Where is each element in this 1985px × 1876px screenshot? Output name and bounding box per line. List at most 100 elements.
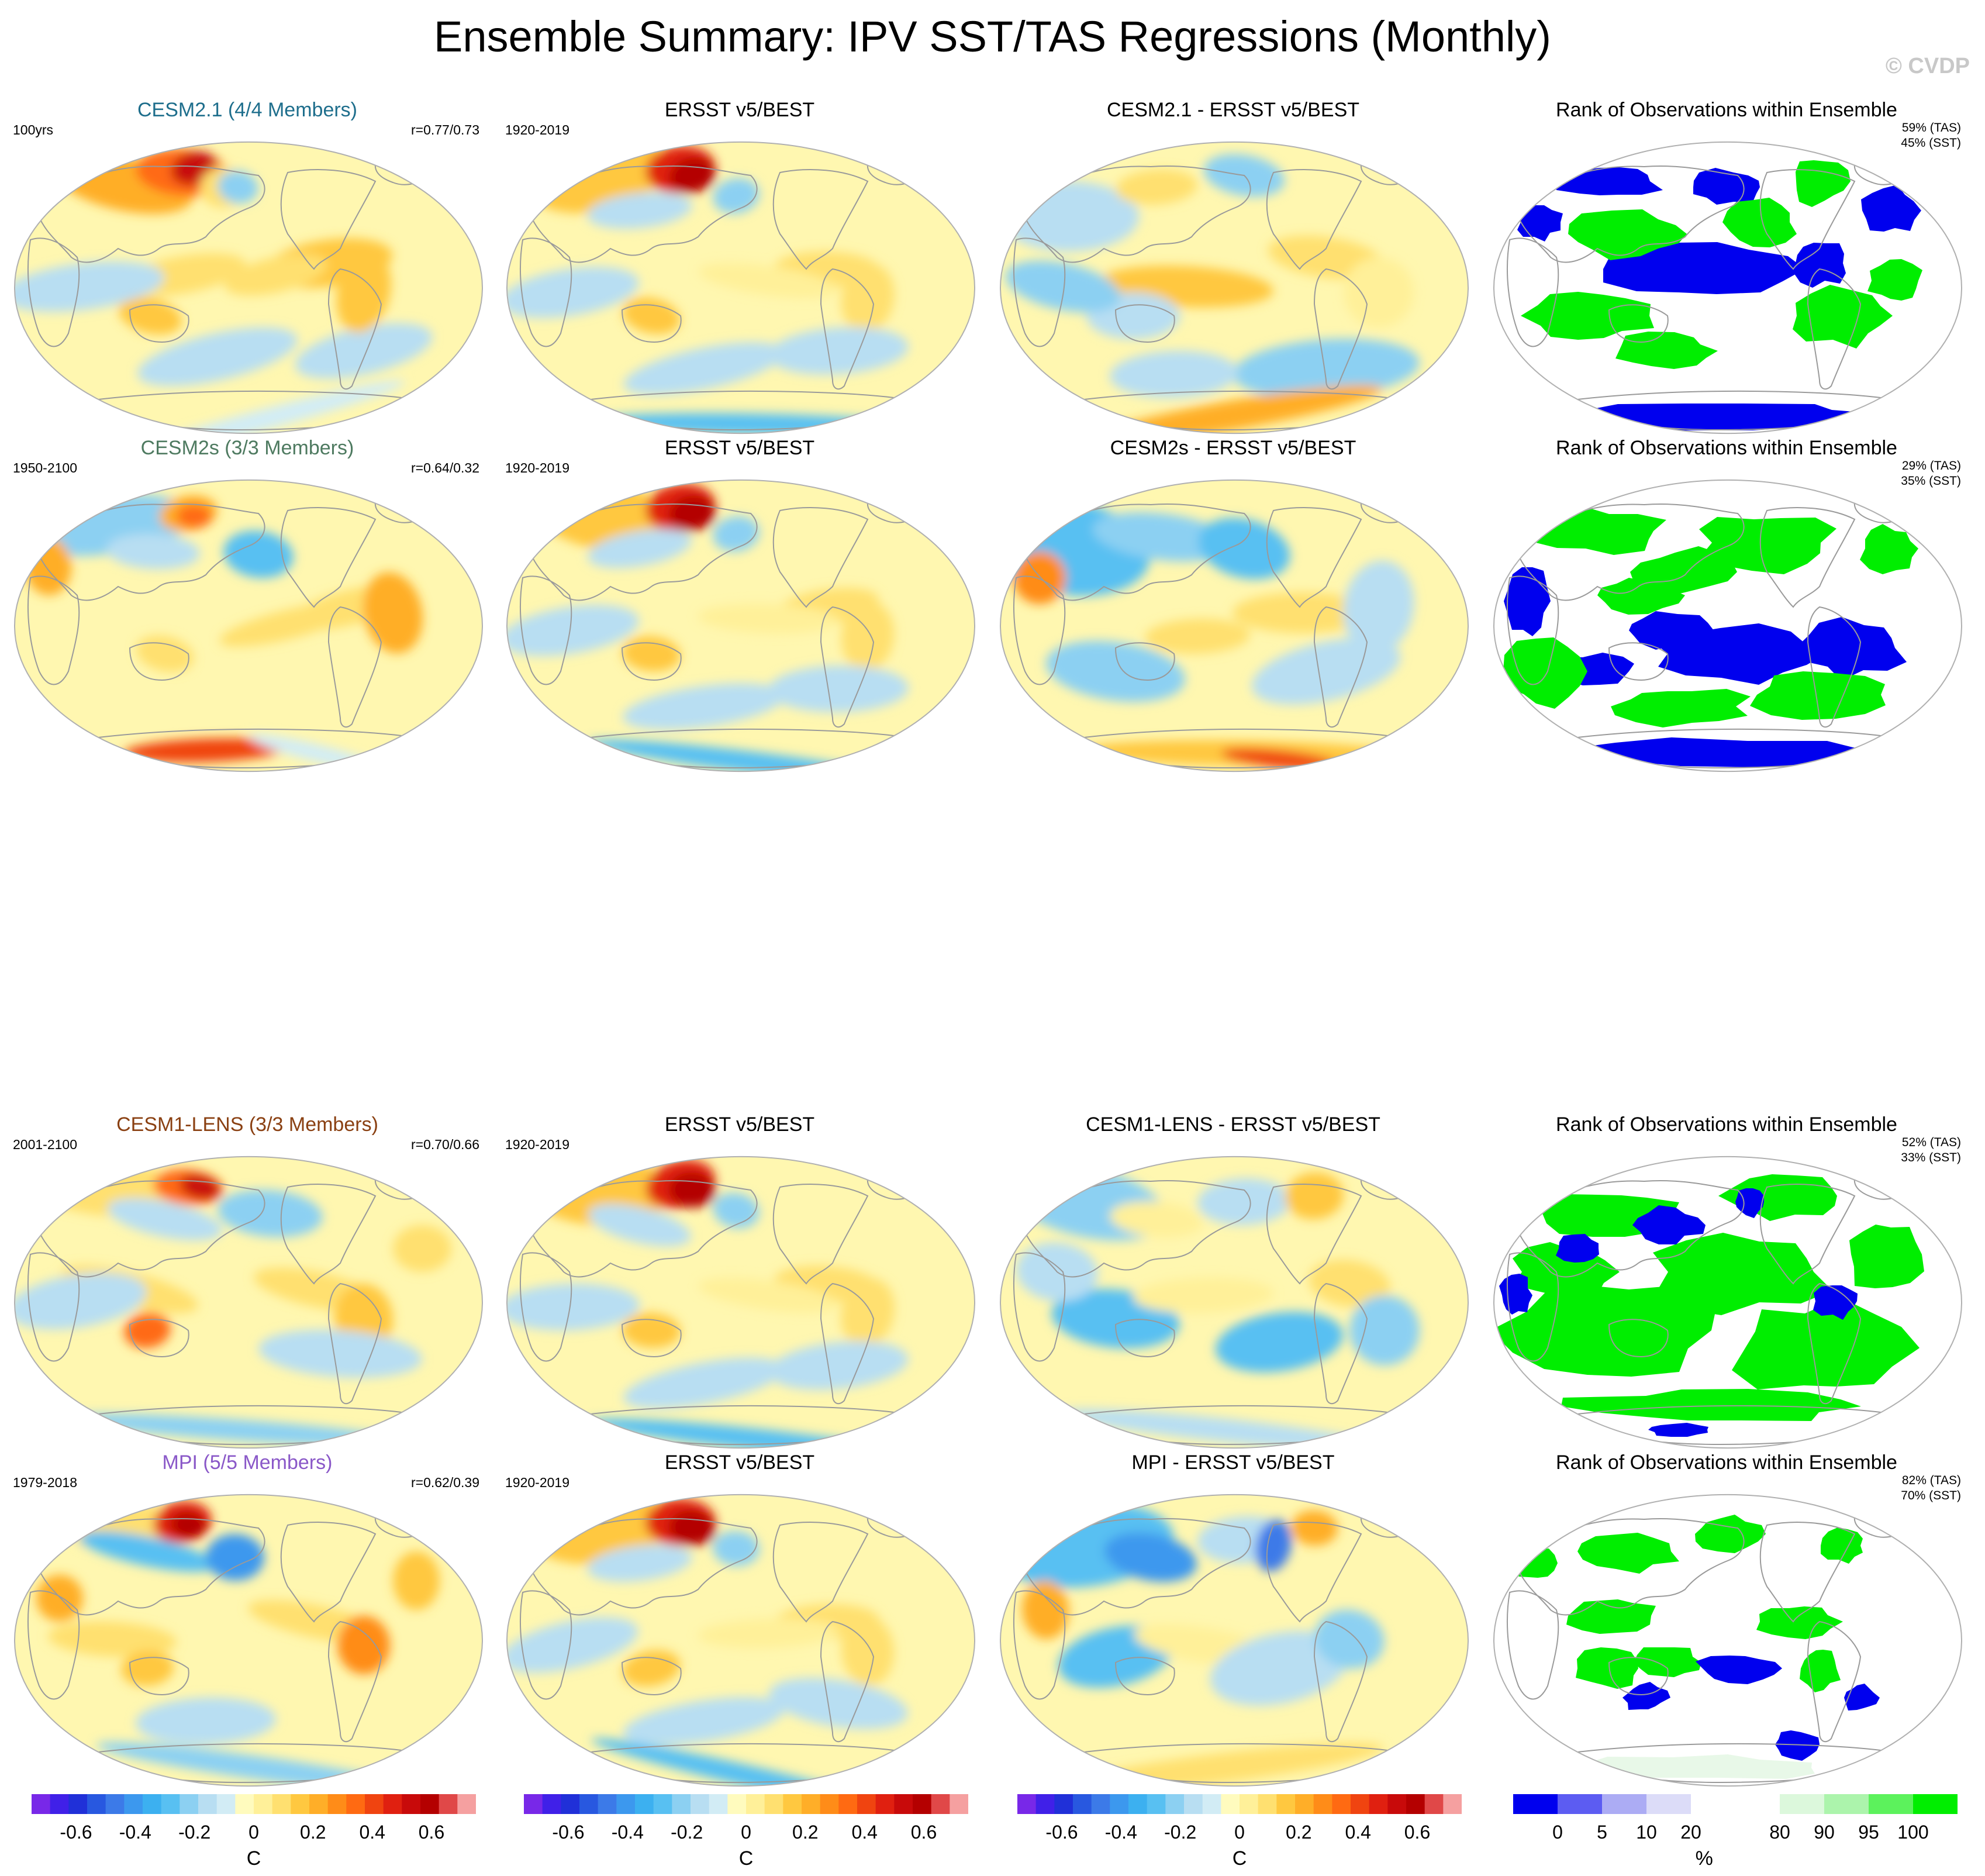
colorbar-swatch: [746, 1794, 765, 1814]
rank-high-region: [1750, 671, 1886, 720]
map-border: [13, 1494, 484, 1787]
colorbar-swatch: [561, 1794, 580, 1814]
colorbar-swatch: [1035, 1794, 1055, 1814]
map-field: [1000, 1156, 1469, 1449]
anomaly-patch: [1344, 257, 1414, 327]
continent-outline: [129, 1657, 189, 1696]
colorbar-swatch: [1913, 1794, 1958, 1814]
panel-obs-row1: ERSST v5/BEST 1920-2019: [492, 98, 987, 440]
rank-high-region: [1634, 1647, 1701, 1677]
continent-outline: [35, 1518, 265, 1616]
pattern-correlation: r=0.64/0.32: [410, 460, 479, 475]
anomaly-patch: [137, 327, 298, 387]
anomaly-patch: [699, 263, 838, 298]
panel-model-row2: CESM2s (3/3 Members) 1950-2100 r=0.64/0.32: [0, 436, 495, 778]
rank-map: [1493, 1156, 1963, 1449]
anomaly-patch: [1104, 1532, 1197, 1582]
colorbar-swatches: [1017, 1794, 1462, 1814]
continent-outline: [1114, 642, 1175, 681]
continent-outline: [35, 165, 265, 263]
continent-outline: [1266, 169, 1362, 270]
panel-title: CESM2.1 (4/4 Members): [137, 99, 357, 121]
continent-outline: [1013, 1252, 1066, 1362]
colorbar-swatch: [1351, 1794, 1370, 1814]
temperature-colorbar-2: -0.6 -0.4 -0.2 0 0.2 0.4 0.6 C: [524, 1794, 968, 1876]
colorbar-swatch: [254, 1794, 273, 1814]
pattern-correlation: r=0.62/0.39: [410, 1475, 479, 1490]
anomaly-patch: [622, 1312, 681, 1349]
anomaly-patch: [841, 601, 895, 671]
colorbar-tick-label: 20: [1680, 1822, 1701, 1843]
rank-high-region: [1796, 160, 1851, 207]
temperature-colorbar-3: -0.6 -0.4 -0.2 0 0.2 0.4 0.6 C: [1017, 1794, 1462, 1876]
anomaly-patch: [622, 297, 681, 334]
period-label: 1920-2019: [505, 1475, 569, 1490]
continent-outline: [1807, 1620, 1862, 1743]
colorbar-tick-label: -0.2: [1164, 1822, 1197, 1843]
rank-tas-percent: 52% (TAS): [1901, 1136, 1961, 1149]
map-field: [14, 480, 483, 772]
continent-outline: [1608, 642, 1669, 681]
continent-outline: [1013, 575, 1066, 685]
colorbar-swatch: [1073, 1794, 1092, 1814]
map-border: [13, 480, 484, 772]
continent-outline: [820, 1620, 875, 1743]
continent-outline: [1514, 1180, 1745, 1278]
continent-outline: [1807, 268, 1862, 390]
anomaly-patch: [393, 1551, 440, 1610]
colorbar-tick-label: -0.6: [552, 1822, 585, 1843]
continent-outline: [1021, 1518, 1251, 1616]
anomaly-patch: [622, 1650, 681, 1687]
colorbar-swatch: [1824, 1794, 1869, 1814]
anomaly-patch: [1110, 350, 1238, 398]
colorbar-swatch: [1202, 1794, 1221, 1814]
colorbar-swatch: [857, 1794, 876, 1814]
continent-outline: [1266, 507, 1362, 608]
continent-outline: [520, 237, 572, 347]
continent-outline: [129, 1319, 189, 1358]
continent-outline: [527, 1518, 758, 1616]
anomaly-patch: [78, 1531, 216, 1572]
continent-outline: [129, 304, 189, 343]
rank-low-region: [1504, 567, 1551, 636]
anomaly-patch: [698, 604, 838, 634]
anomaly-patch: [1116, 169, 1197, 205]
colorbar-swatch: [1424, 1794, 1444, 1814]
colorbar-tick-label: 0.2: [300, 1822, 326, 1843]
map-field: [506, 142, 975, 434]
continent-outline: [621, 304, 682, 343]
anomaly-patch: [1133, 1277, 1273, 1313]
rank-low-region: [1632, 1205, 1706, 1244]
continent-outline: [1313, 268, 1368, 390]
panel-title: CESM1-LENS (3/3 Members): [116, 1113, 378, 1136]
panel-title: ERSST v5/BEST: [664, 437, 815, 459]
rank-low-region: [1648, 1423, 1708, 1437]
colorbar-swatch: [327, 1794, 347, 1814]
anomaly-patch: [1309, 1260, 1390, 1308]
continent-outline: [327, 1282, 382, 1405]
anomaly-patch: [1215, 1312, 1344, 1372]
panel-title: ERSST v5/BEST: [664, 1451, 815, 1474]
continent-outline: [1759, 169, 1856, 270]
rank-field: [1493, 1494, 1962, 1787]
continent-outline: [772, 1184, 869, 1285]
panel-title: Rank of Observations within Ensemble: [1556, 1113, 1897, 1136]
continent-outline: [520, 1252, 572, 1362]
colorbar-tick-label: 80: [1769, 1822, 1790, 1843]
continent-outline: [527, 165, 758, 263]
panel-title: MPI - ERSST v5/BEST: [1131, 1451, 1335, 1474]
panel-diff-row3: CESM1-LENS - ERSST v5/BEST: [986, 1113, 1480, 1455]
rank-low-region: [1794, 243, 1846, 288]
rank-high-region: [1849, 1225, 1924, 1288]
regression-map: [13, 1156, 484, 1449]
colorbar-swatch: [727, 1794, 747, 1814]
rank-high-region: [1503, 637, 1587, 709]
colorbar-swatch: [1091, 1794, 1110, 1814]
colorbar-swatch: [87, 1794, 106, 1814]
continent-outline: [1759, 1522, 1856, 1623]
colorbar-swatch: [1443, 1794, 1462, 1814]
panel-diff-row4: MPI - ERSST v5/BEST: [986, 1451, 1480, 1793]
panel-diff-row2: CESM2s - ERSST v5/BEST: [986, 436, 1480, 778]
continent-outline: [35, 1180, 265, 1278]
rank-high-region: [1860, 524, 1918, 574]
